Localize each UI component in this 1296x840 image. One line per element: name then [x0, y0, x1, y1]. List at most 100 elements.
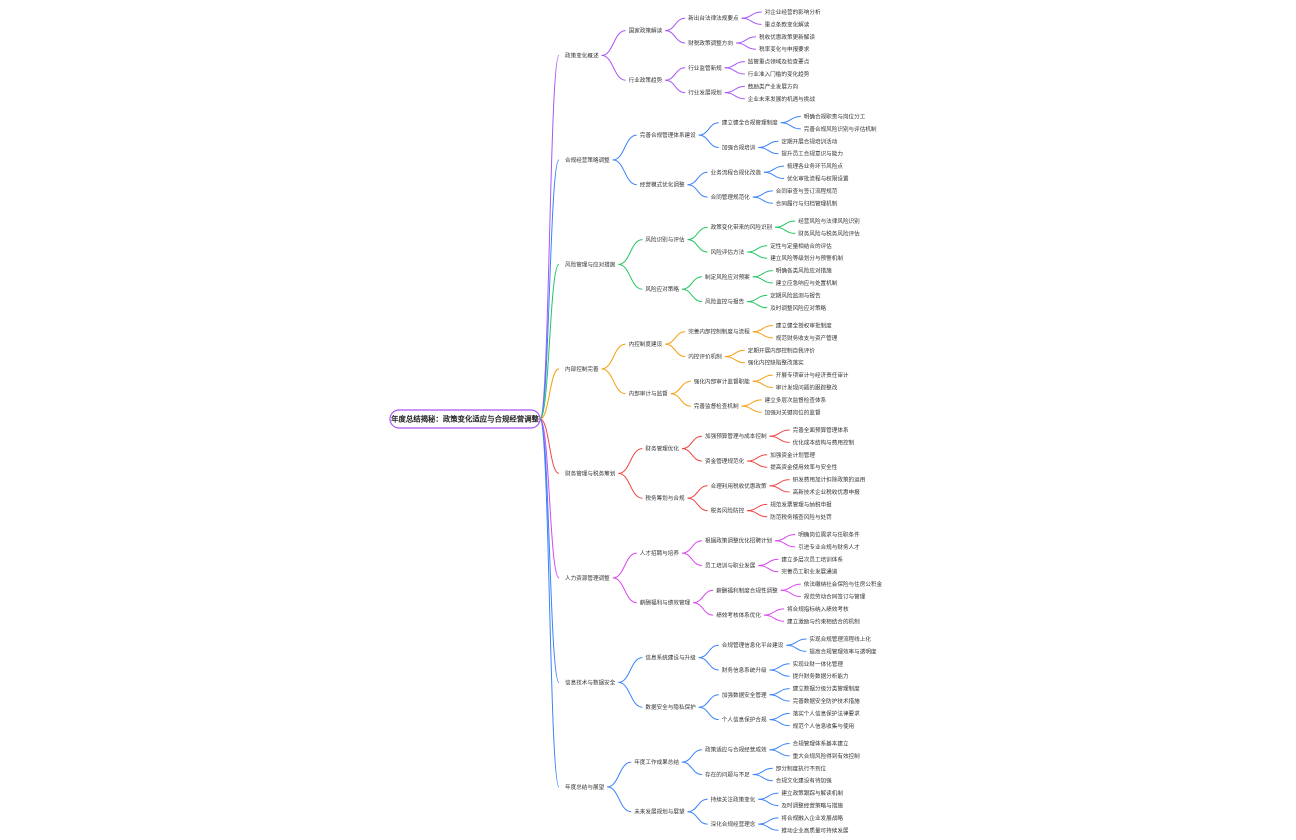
leaf-node[interactable]: 重点条款变化解读	[765, 20, 810, 28]
topic-l2-node[interactable]: 国家政策解读	[629, 27, 663, 35]
leaf-node[interactable]: 明确合规职责与岗位分工	[804, 113, 866, 121]
leaf-node[interactable]: 合规文化建设有待加强	[776, 777, 832, 785]
topic-l3-node[interactable]: 业务流程合规化改造	[711, 168, 762, 176]
leaf-node[interactable]: 研发费用加计扣除政策的运用	[793, 476, 866, 484]
leaf-node[interactable]: 完善数据安全防护技术措施	[793, 697, 861, 705]
leaf-node[interactable]: 建立多层次员工培训体系	[781, 555, 843, 563]
topic-l3-node[interactable]: 加强数据安全管理	[722, 691, 767, 699]
topic-l3-node[interactable]: 合同管理规范化	[711, 193, 751, 201]
leaf-node[interactable]: 及时调整风险应对策略	[770, 304, 826, 312]
leaf-node[interactable]: 规范财务收支与资产管理	[776, 334, 838, 342]
topic-l3-node[interactable]: 根据政策调整优化招聘计划	[705, 537, 773, 545]
topic-l1-node[interactable]: 人力资源管理调整	[565, 574, 610, 582]
topic-l3-node[interactable]: 风险评估方法	[711, 248, 745, 256]
topic-l3-node[interactable]: 加强预算管理与成本控制	[705, 432, 767, 440]
topic-l1-node[interactable]: 政策变化概述	[565, 51, 599, 59]
leaf-node[interactable]: 明确岗位需求与任职条件	[798, 531, 860, 539]
leaf-node[interactable]: 定期开展内部控制自我评价	[748, 346, 816, 354]
leaf-node[interactable]: 监管重点领域及检查要点	[748, 58, 810, 66]
leaf-node[interactable]: 审计发现问题的跟踪整改	[776, 384, 838, 392]
topic-l3-node[interactable]: 完善内部控制制度与流程	[688, 328, 750, 336]
topic-l3-node[interactable]: 建立健全合规管理制度	[722, 119, 778, 127]
topic-l3-node[interactable]: 薪酬福利制度合规性调整	[716, 586, 778, 594]
leaf-node[interactable]: 加强对关键岗位的监督	[765, 408, 821, 416]
topic-l1-node[interactable]: 年度总结与展望	[565, 783, 605, 791]
topic-l1-node[interactable]: 内部控制完善	[565, 365, 599, 373]
leaf-node[interactable]: 定性与定量相结合的评估	[770, 242, 832, 250]
leaf-node[interactable]: 建立数据分级分类管理制度	[793, 685, 861, 693]
topic-l3-node[interactable]: 完善监督检查机制	[694, 402, 739, 410]
topic-l1-node[interactable]: 财务管理与税务筹划	[565, 469, 616, 477]
leaf-node[interactable]: 实现业财一体化管理	[793, 660, 844, 668]
leaf-node[interactable]: 企业未来发展的机遇与挑战	[748, 95, 816, 103]
leaf-node[interactable]: 高新技术企业税收优惠申报	[793, 488, 861, 496]
leaf-node[interactable]: 税收优惠政策更新解读	[759, 33, 815, 41]
leaf-node[interactable]: 优化审批流程与权限设置	[787, 175, 849, 183]
topic-l1-node[interactable]: 信息技术与数据安全	[565, 678, 616, 686]
leaf-node[interactable]: 建立应急响应与处置机制	[776, 279, 838, 287]
topic-l3-node[interactable]: 内控评价机制	[688, 353, 722, 361]
leaf-node[interactable]: 提高合规管理效率与透明度	[809, 647, 877, 655]
topic-l3-node[interactable]: 税务风险防控	[711, 507, 745, 515]
leaf-node[interactable]: 合同履行与归档管理机制	[776, 199, 838, 207]
topic-l2-node[interactable]: 风险应对策略	[645, 285, 679, 293]
topic-l3-node[interactable]: 持续关注政策变化	[711, 795, 756, 803]
leaf-node[interactable]: 实现合规管理流程线上化	[809, 635, 871, 643]
leaf-node[interactable]: 鼓励类产业发展方向	[748, 82, 799, 90]
leaf-node[interactable]: 建立健全授权审批制度	[776, 322, 832, 330]
topic-l3-node[interactable]: 财税政策调整方向	[688, 39, 733, 47]
leaf-node[interactable]: 定期风险监测与报告	[770, 291, 821, 299]
topic-l3-node[interactable]: 政策适应与合规经营成效	[705, 746, 767, 754]
leaf-node[interactable]: 将合规指标纳入绩效考核	[787, 605, 849, 613]
leaf-node[interactable]: 强化内控缺陷整改落实	[748, 359, 804, 367]
topic-l2-node[interactable]: 财务管理优化	[645, 445, 679, 453]
topic-l2-node[interactable]: 薪酬福利与绩效管理	[640, 599, 691, 607]
topic-l3-node[interactable]: 合规管理信息化平台建设	[722, 641, 784, 649]
leaf-node[interactable]: 合同审查与签订流程规范	[776, 187, 838, 195]
leaf-node[interactable]: 完善员工职业发展通道	[781, 568, 837, 576]
topic-l2-node[interactable]: 行业政策趋势	[629, 76, 663, 84]
leaf-node[interactable]: 依法缴纳社会保险与住房公积金	[804, 580, 883, 588]
leaf-node[interactable]: 规范发票管理与纳税申报	[770, 500, 832, 508]
leaf-node[interactable]: 规范个人信息收集与使用	[793, 722, 855, 730]
topic-l3-node[interactable]: 加强合规培训	[722, 144, 756, 152]
leaf-node[interactable]: 定期开展合规培训活动	[781, 137, 837, 145]
leaf-node[interactable]: 行业准入门槛的变化趋势	[748, 70, 810, 78]
topic-l3-node[interactable]: 财务信息系统升级	[722, 666, 767, 674]
leaf-node[interactable]: 规范劳动合同签订与管理	[804, 593, 866, 601]
topic-l3-node[interactable]: 强化内部审计监督职能	[694, 377, 750, 385]
leaf-node[interactable]: 完善合规风险识别与评估机制	[804, 125, 877, 133]
topic-l3-node[interactable]: 行业监管新规	[688, 64, 722, 72]
topic-l2-node[interactable]: 风险识别与评估	[645, 236, 685, 244]
leaf-node[interactable]: 推动企业高质量可持续发展	[781, 826, 849, 834]
leaf-node[interactable]: 提高资金使用效率与安全性	[770, 463, 838, 471]
leaf-node[interactable]: 明确各类风险应对措施	[776, 267, 832, 275]
leaf-node[interactable]: 建立激励与约束相结合的机制	[787, 617, 860, 625]
topic-l1-node[interactable]: 合规经营策略调整	[565, 156, 610, 164]
topic-l3-node[interactable]: 存在的问题与不足	[705, 771, 750, 779]
topic-l3-node[interactable]: 新出台法律法规要点	[688, 14, 739, 22]
topic-l3-node[interactable]: 资金管理规范化	[705, 457, 745, 465]
leaf-node[interactable]: 税率变化与申报要求	[759, 45, 810, 53]
leaf-node[interactable]: 对企业经营的影响分析	[765, 8, 821, 16]
leaf-node[interactable]: 防范税务稽查风险与处罚	[770, 513, 832, 521]
topic-l1-node[interactable]: 风险管理与应对措施	[565, 260, 616, 268]
leaf-node[interactable]: 开展专项审计与经济责任审计	[776, 371, 849, 379]
topic-l3-node[interactable]: 风险监控与报告	[705, 298, 745, 306]
leaf-node[interactable]: 建立风险等级划分与预警机制	[770, 254, 843, 262]
root-node[interactable]	[389, 409, 541, 429]
topic-l3-node[interactable]: 合理利用税收优惠政策	[711, 482, 767, 490]
topic-l3-node[interactable]: 绩效考核体系优化	[716, 611, 761, 619]
leaf-node[interactable]: 提升财务数据分析能力	[793, 672, 849, 680]
topic-l3-node[interactable]: 行业发展规划	[688, 89, 722, 97]
leaf-node[interactable]: 将合规融入企业发展战略	[781, 814, 843, 822]
topic-l2-node[interactable]: 数据安全与隐私保护	[645, 703, 696, 711]
topic-l2-node[interactable]: 内部审计与监督	[629, 390, 669, 398]
leaf-node[interactable]: 部分制度执行不到位	[776, 764, 827, 772]
leaf-node[interactable]: 加强资金计划管理	[770, 451, 815, 459]
topic-l3-node[interactable]: 制定风险应对预案	[705, 273, 750, 281]
leaf-node[interactable]: 建立政策跟踪与解读机制	[781, 789, 843, 797]
leaf-node[interactable]: 梳理各业务环节风险点	[787, 162, 843, 170]
leaf-node[interactable]: 引进专业合规与财务人才	[798, 543, 860, 551]
leaf-node[interactable]: 重大合规风险得到有效控制	[793, 752, 861, 760]
